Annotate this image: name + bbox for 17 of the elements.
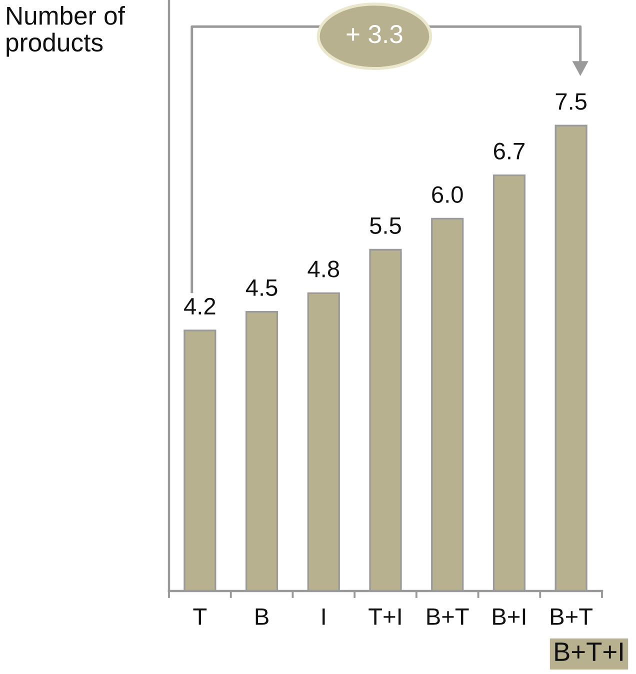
x-tick-label: B+T	[551, 608, 593, 625]
text: + 3.3	[346, 25, 402, 44]
data-label: 4.2	[184, 298, 216, 314]
data-label: 6.0	[432, 186, 463, 203]
text: B+T+I	[555, 642, 623, 661]
x-tick-label: B+T	[427, 608, 469, 625]
x-tick-label: I	[322, 608, 325, 625]
data-label: 7.5	[556, 93, 586, 110]
x-tick-label: T	[193, 608, 207, 625]
x-tick-label: B	[256, 608, 268, 625]
x-tick-label: T+I	[368, 608, 401, 625]
y-axis-title: Number of products	[6, 6, 125, 57]
data-label: 6.7	[494, 142, 524, 160]
data-label: 4.8	[308, 260, 340, 278]
data-label: 5.5	[370, 217, 401, 234]
data-label: 4.5	[246, 280, 278, 296]
x-tick-label: B+I	[493, 608, 526, 625]
